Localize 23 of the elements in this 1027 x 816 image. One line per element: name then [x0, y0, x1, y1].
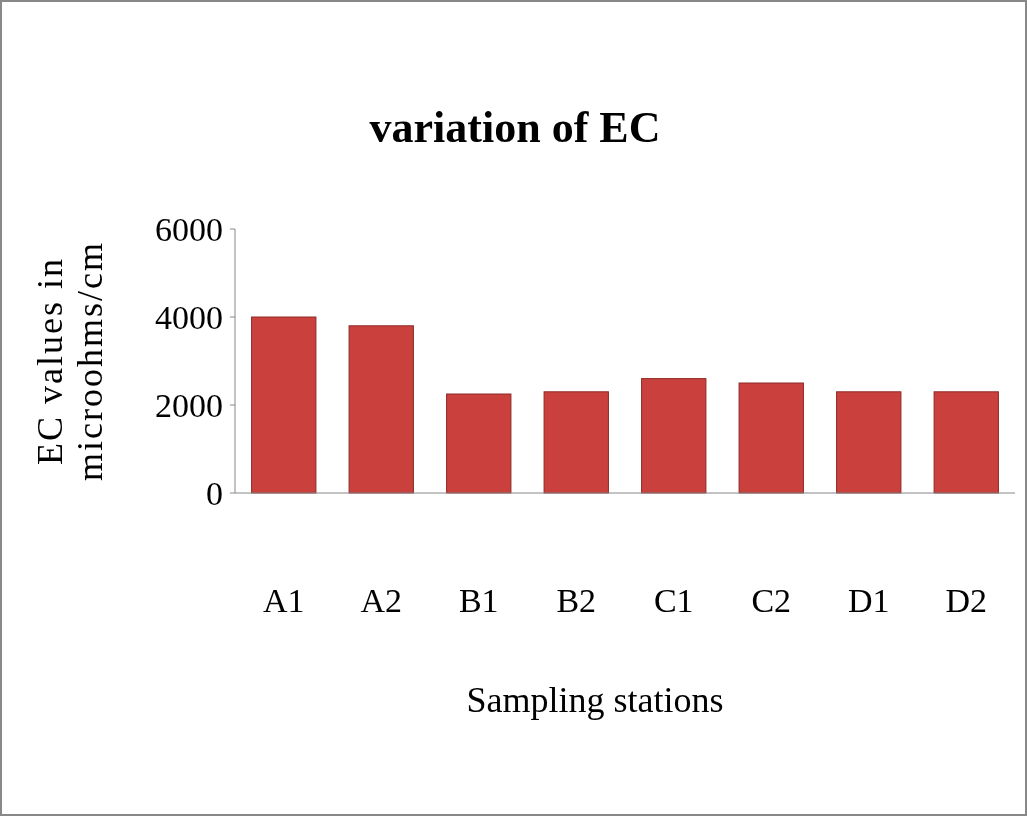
x-tick-label: D1 [847, 582, 890, 619]
bar [836, 391, 902, 494]
x-tick-label: B1 [458, 582, 499, 619]
x-tick-label: C2 [751, 582, 792, 619]
x-axis-title: Sampling stations [466, 680, 724, 720]
bar [543, 391, 609, 494]
x-tick-label: B2 [556, 582, 597, 619]
bar [933, 391, 999, 494]
y-tick-label: 4000 [155, 298, 223, 336]
y-tick-label: 6000 [155, 210, 223, 248]
chart-title: variation of EC [369, 103, 661, 152]
y-tick-label: 2000 [155, 386, 223, 424]
x-tick-label: C1 [653, 582, 694, 619]
y-axis-title: EC values in microohms/cm [30, 241, 110, 481]
bar [348, 325, 414, 494]
bar [251, 316, 317, 494]
y-tick-label: 0 [206, 474, 223, 512]
x-tick-label: D2 [945, 582, 988, 619]
bar [446, 393, 512, 494]
x-tick-label: A2 [360, 582, 403, 619]
x-tick-label: A1 [262, 582, 305, 619]
bar [641, 378, 707, 494]
bar [738, 382, 804, 494]
